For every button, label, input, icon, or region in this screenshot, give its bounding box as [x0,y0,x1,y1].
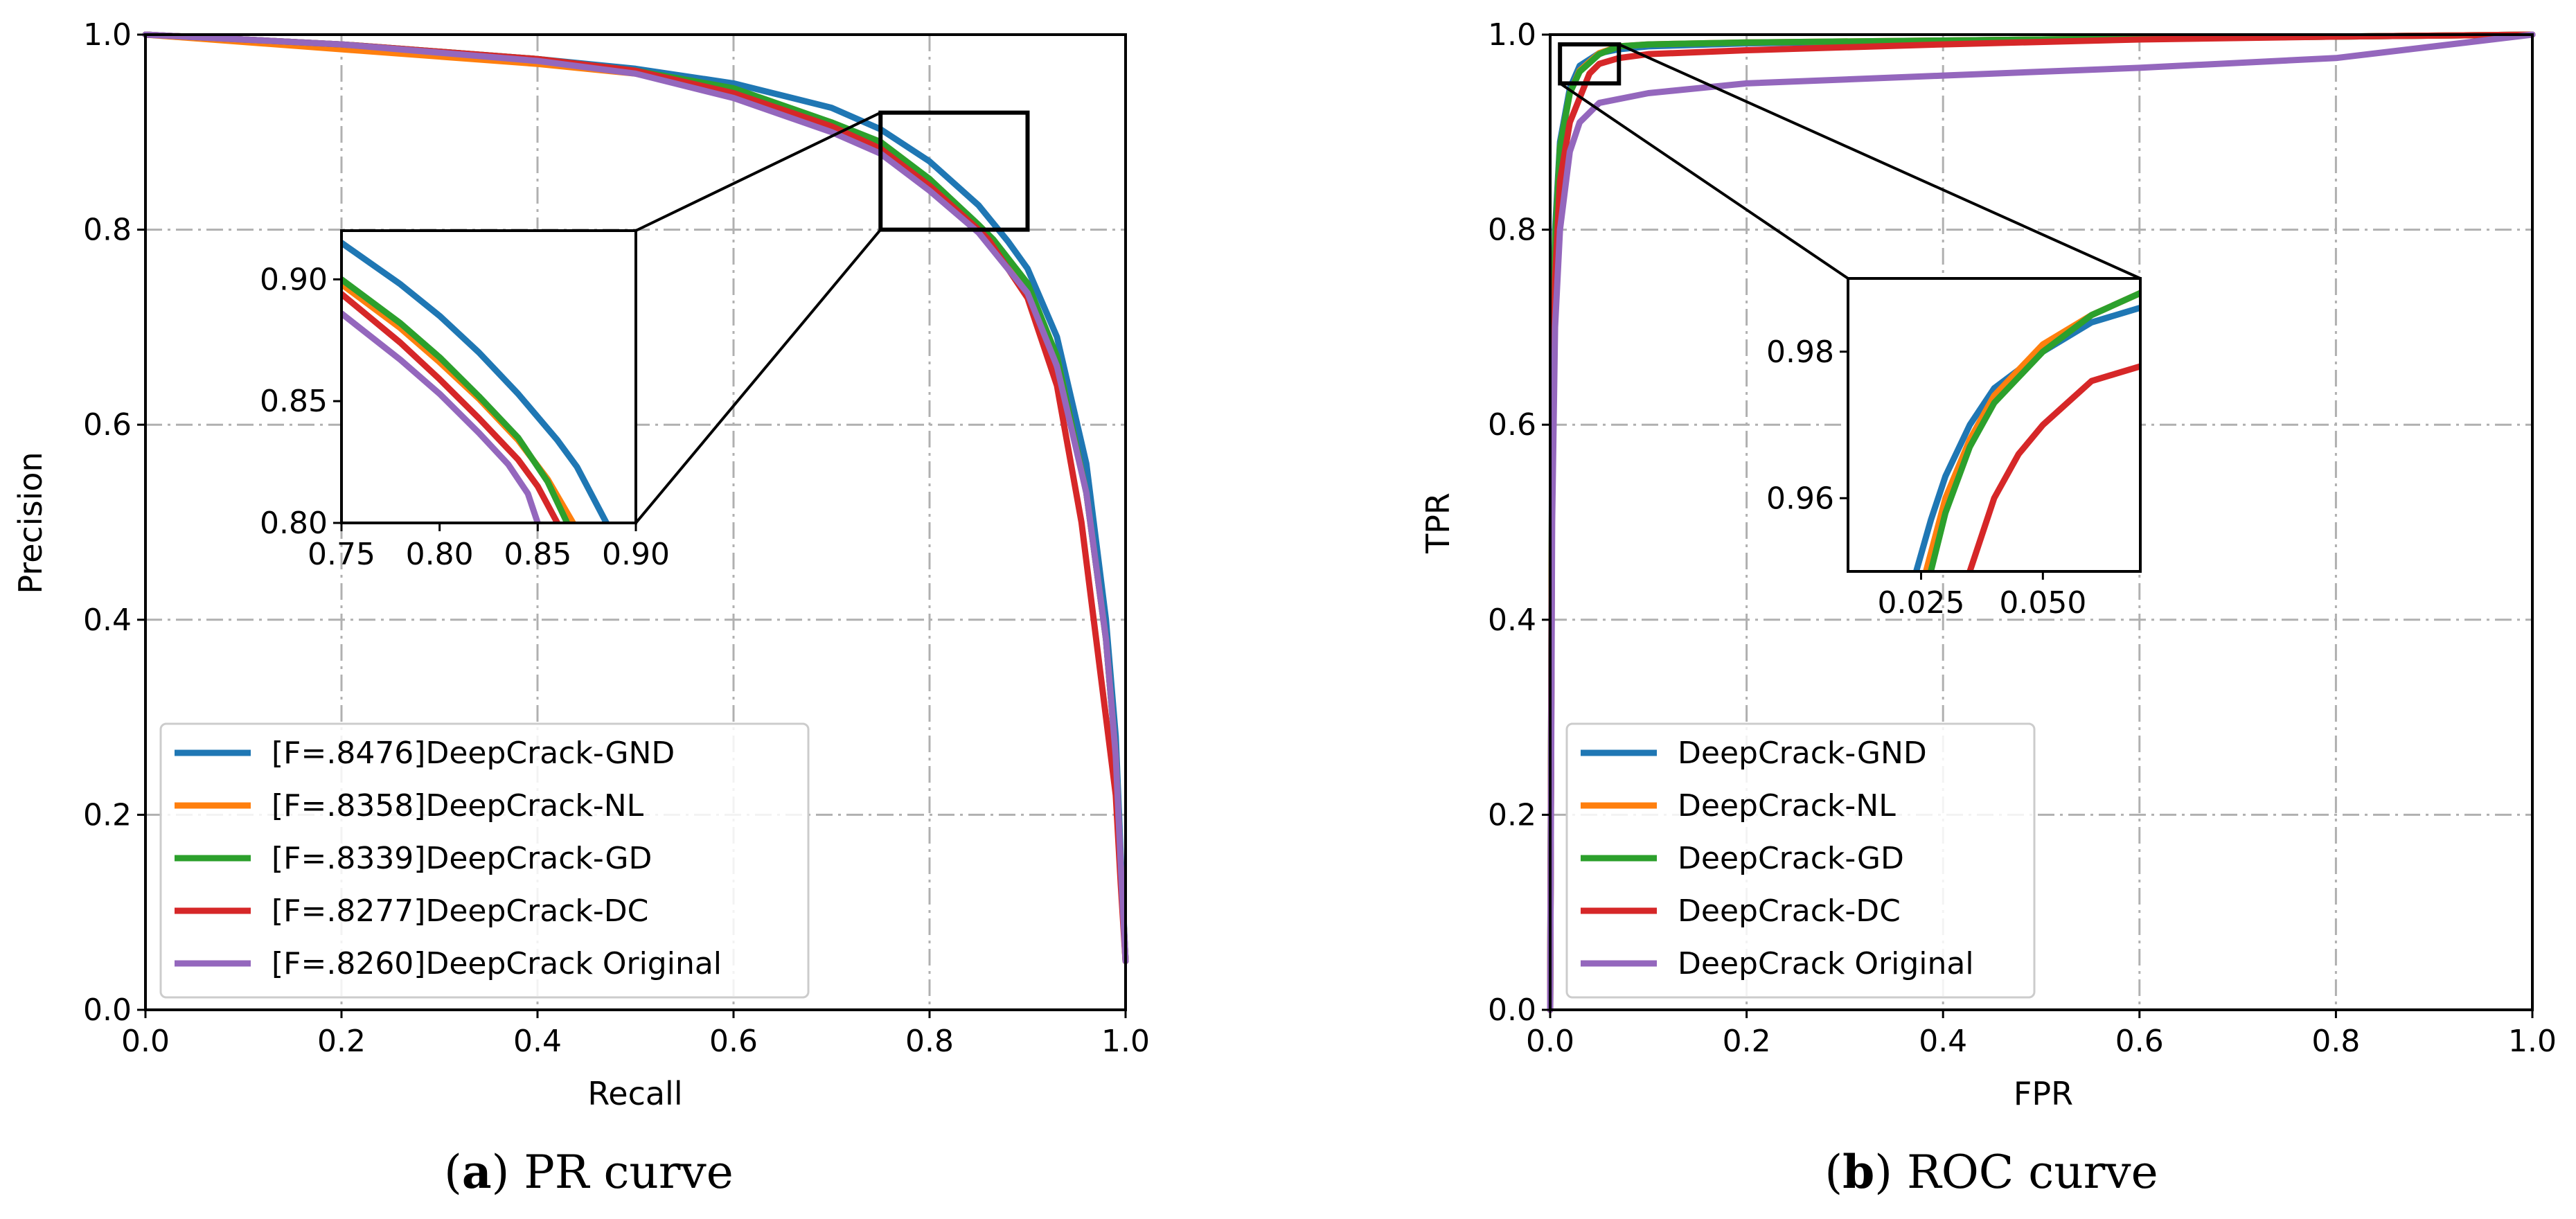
roc-series-line-orig [1547,31,2536,1013]
pr-inset-y-tick-label: 0.90 [260,262,328,297]
roc-inset-y-tick-label: 0.96 [1766,481,1834,516]
pr-zoom-connector [634,229,882,524]
pr-x-tick-label: 0.4 [513,1024,562,1059]
pr-inset-y-tick-label: 0.85 [260,384,328,419]
pr-zoom-connector [635,111,882,232]
roc-zoom-connector [1559,82,1849,280]
pr-zoom-indicator [634,110,1030,524]
pr-curve-panel: 0.0 0.2 0.4 0.6 0.8 1.0 0.0 0.2 0.4 0.6 0.8 1.0 Rec… [12,17,1150,1199]
roc-inset-y-tick-label: 0.98 [1766,335,1834,370]
roc-y-tick-label: 1.0 [1488,17,1536,53]
roc-legend-label-nl: DeepCrack-NL [1678,788,1896,824]
roc-zoom-connector [1618,43,2141,280]
pr-axes-frame [144,33,1127,1011]
roc-legend-label-gd: DeepCrack-GD [1678,841,1904,876]
pr-y-tick-label: 0.8 [83,213,132,248]
pr-ticks: 0.0 0.2 0.4 0.6 0.8 1.0 0.0 0.2 0.4 0.6 0.8 1.0 [83,17,1150,1059]
pr-legend-label-orig: [F=.8260]DeepCrack Original [272,946,722,981]
pr-inset-series [341,240,610,523]
pr-y-tick-label: 0.2 [83,797,132,833]
pr-inset-x-tick-label: 0.80 [406,537,474,572]
roc-curve-panel: 0.0 0.2 0.4 0.6 0.8 1.0 0.0 0.2 0.4 0.6 0.8 1.0 FPR… [1419,17,2557,1199]
roc-inset-line-dc [1966,363,2140,571]
pr-legend-label-dc: [F=.8277]DeepCrack-DC [272,893,648,929]
pr-y-tick-label: 0.6 [83,407,132,443]
roc-legend-label-orig: DeepCrack Original [1678,946,1974,981]
pr-y-tick-label: 0.4 [83,603,132,638]
pr-x-tick-label: 0.8 [905,1024,954,1059]
pr-x-axis-label: Recall [587,1075,682,1112]
pr-x-tick-label: 0.6 [709,1024,758,1059]
roc-y-tick-label: 0.0 [1488,993,1536,1028]
roc-inset-line-gd [1928,290,2140,571]
roc-inset-x-tick-label: 0.025 [1878,585,1965,621]
pr-legend-label-gd: [F=.8339]DeepCrack-GD [272,841,652,876]
roc-y-tick-label: 0.4 [1488,603,1536,638]
pr-zoom-box [878,110,1030,232]
roc-x-tick-label: 0.8 [2311,1024,2360,1059]
roc-zoom-indicator [1558,42,2141,280]
roc-zoom-box [1558,42,1622,86]
roc-x-tick-label: 0.6 [2115,1024,2164,1059]
roc-legend-label-gnd: DeepCrack-GND [1678,736,1927,771]
pr-y-tick-label: 1.0 [83,17,132,53]
roc-legend-box [1565,722,2036,999]
pr-inset-frame [340,229,637,524]
roc-inset: 0.025 0.050 0.96 0.98 [1766,277,2142,621]
pr-legend-label-gnd: [F=.8476]DeepCrack-GND [272,736,675,771]
roc-y-tick-label: 0.8 [1488,213,1536,248]
roc-y-axis-label: TPR [1419,492,1457,554]
roc-axes-frame [1549,33,2534,1011]
roc-inset-series [1912,290,2140,571]
roc-inset-background [1848,278,2140,571]
roc-x-axis-label: FPR [2014,1075,2073,1112]
pr-inset-line-gnd [341,240,610,523]
pr-inset: 0.75 0.80 0.85 0.900.800.850.90 [260,229,670,572]
roc-series [1547,31,2536,1013]
roc-x-tick-label: 0.0 [1526,1024,1574,1059]
roc-inset-frame [1847,277,2142,573]
pr-x-tick-label: 0.2 [317,1024,366,1059]
pr-inset-line-orig [341,310,541,523]
pr-x-tick-label: 0.0 [121,1024,170,1059]
pr-legend-label-nl: [F=.8358]DeepCrack-NL [272,788,644,824]
roc-x-tick-label: 1.0 [2508,1024,2557,1059]
pr-inset-y-tick-label: 0.80 [260,506,328,541]
roc-inset-x-tick-label: 0.050 [1999,585,2086,621]
pr-inset-x-tick-label: 0.85 [504,537,571,572]
roc-ticks: 0.0 0.2 0.4 0.6 0.8 1.0 0.0 0.2 0.4 0.6 0.8 1.0 [1488,17,2557,1059]
pr-y-axis-label: Precision [12,452,49,594]
pr-legend: [F=.8476]DeepCrack-GND [F=.8358]DeepCrack… [159,722,810,999]
pr-x-tick-label: 1.0 [1101,1024,1150,1059]
pr-inset-line-gd [341,276,571,523]
roc-legend: DeepCrack-GND DeepCrack-NL DeepCrack-GD Dee… [1565,722,2036,999]
roc-y-tick-label: 0.2 [1488,797,1536,833]
roc-legend-label-dc: DeepCrack-DC [1678,893,1901,929]
pr-caption: (a) PR curve [444,1145,734,1199]
pr-inset-line-dc [341,290,561,523]
pr-legend-box [159,722,810,999]
pr-y-tick-label: 0.0 [83,993,132,1028]
pr-series-line-orig [142,31,1129,965]
roc-y-tick-label: 0.6 [1488,407,1536,443]
pr-inset-x-tick-label: 0.75 [308,537,375,572]
roc-inset-line-gnd [1912,304,2140,571]
roc-caption: (b) ROC curve [1824,1145,2158,1199]
roc-x-tick-label: 0.4 [1919,1024,1967,1059]
pr-inset-x-tick-label: 0.90 [602,537,670,572]
roc-x-tick-label: 0.2 [1723,1024,1771,1059]
